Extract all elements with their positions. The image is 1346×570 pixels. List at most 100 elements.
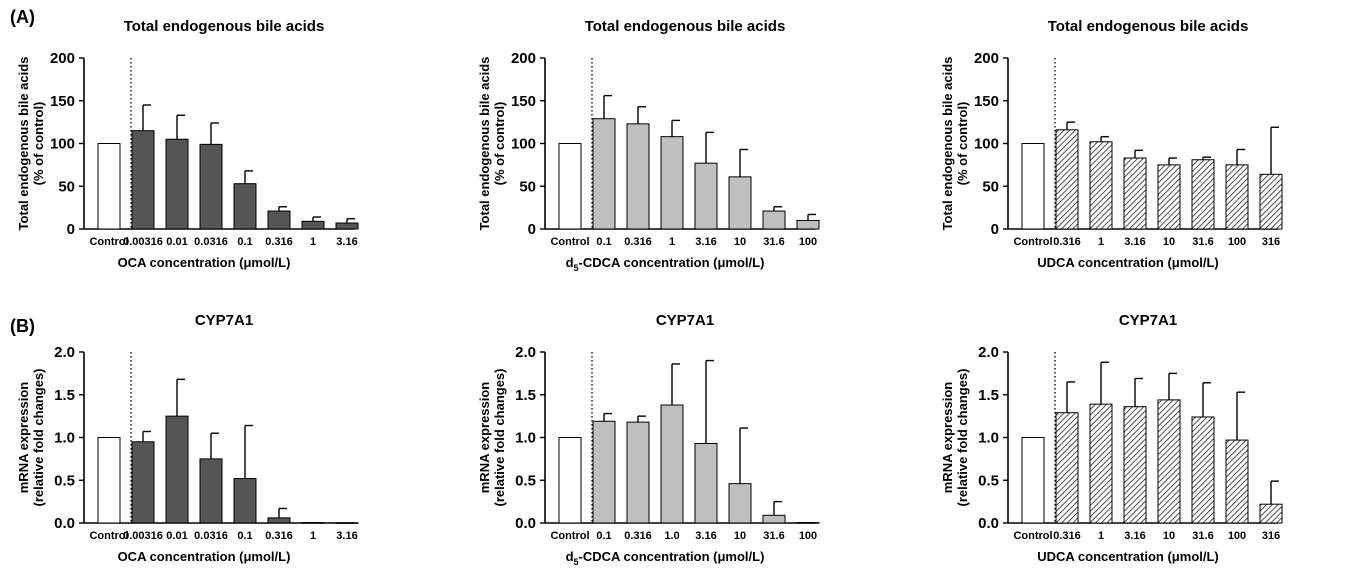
y-axis-label: mRNA expression(relative fold changes) xyxy=(16,369,46,507)
y-tick-label: 0 xyxy=(528,221,536,238)
chart-title: Total endogenous bile acids xyxy=(124,18,325,35)
y-axis-label: mRNA expression(relative fold changes) xyxy=(477,369,507,507)
y-tick-label: 0.0 xyxy=(978,515,999,532)
x-tick-label: 31.6 xyxy=(1192,236,1213,248)
x-tick-label: Control xyxy=(89,236,128,248)
bar xyxy=(1089,403,1113,524)
bar xyxy=(1089,141,1113,230)
y-tick-label: 150 xyxy=(974,93,999,110)
y-axis-label: Total endogenous bile acids(% of control… xyxy=(940,57,970,231)
x-tick-label: 3.16 xyxy=(1124,530,1145,542)
x-tick-label: 3.16 xyxy=(695,530,716,542)
x-tick-label: 1 xyxy=(1098,236,1104,248)
bar xyxy=(335,522,359,524)
x-tick-label: 3.16 xyxy=(1124,236,1145,248)
y-tick-label: 100 xyxy=(974,136,999,153)
bar xyxy=(1055,129,1079,230)
y-tick-label: 200 xyxy=(50,50,75,67)
bar-control xyxy=(97,437,121,524)
x-tick-label: Control xyxy=(550,236,589,248)
x-tick-label: 100 xyxy=(1228,530,1246,542)
chart-1: Total endogenous bile acids Total endogen… xyxy=(16,18,359,270)
bar xyxy=(199,143,223,230)
y-tick-label: 1.5 xyxy=(515,387,536,404)
y-tick-label: 0.0 xyxy=(54,515,75,532)
y-tick-label: 50 xyxy=(982,178,999,195)
x-tick-label: 316 xyxy=(1262,530,1280,542)
x-tick-label: 1 xyxy=(669,236,675,248)
y-tick-label: 150 xyxy=(511,93,536,110)
y-tick-label: 0 xyxy=(991,221,999,238)
bar-control xyxy=(558,143,582,230)
bar xyxy=(335,222,359,230)
x-tick-label: 100 xyxy=(799,236,817,248)
bar xyxy=(1157,164,1181,230)
x-tick-label: 0.01 xyxy=(166,530,187,542)
bar xyxy=(796,522,820,524)
x-tick-label: 100 xyxy=(1228,236,1246,248)
x-axis-label: d5-CDCA concentration (μmol/L) xyxy=(566,255,765,273)
chart-6: CYP7A1 mRNA expression(relative fold chan… xyxy=(940,312,1283,564)
bar xyxy=(1191,159,1215,230)
x-tick-label: 3.16 xyxy=(336,236,357,248)
chart-title: Total endogenous bile acids xyxy=(1048,18,1249,35)
bar xyxy=(267,210,291,230)
chart-title: CYP7A1 xyxy=(195,312,253,329)
bar xyxy=(1225,164,1249,230)
y-tick-label: 50 xyxy=(58,178,75,195)
x-tick-label: 0.0316 xyxy=(194,236,228,248)
chart-title: CYP7A1 xyxy=(656,312,714,329)
bar xyxy=(694,442,718,524)
bar xyxy=(233,478,257,524)
y-tick-label: 1.0 xyxy=(978,430,999,447)
x-tick-label: 10 xyxy=(734,236,746,248)
bar xyxy=(1191,416,1215,524)
y-tick-label: 0 xyxy=(67,221,75,238)
x-tick-label: 0.316 xyxy=(624,530,652,542)
x-tick-label: 10 xyxy=(734,530,746,542)
x-tick-label: 0.316 xyxy=(265,236,293,248)
chart-2: Total endogenous bile acids Total endogen… xyxy=(477,18,820,273)
bar xyxy=(131,441,155,524)
x-tick-label: 31.6 xyxy=(1192,530,1213,542)
y-tick-label: 0.0 xyxy=(515,515,536,532)
panel-label-b: (B) xyxy=(10,316,35,336)
y-tick-label: 1.5 xyxy=(54,387,75,404)
x-tick-label: 0.0316 xyxy=(194,530,228,542)
y-tick-label: 1.5 xyxy=(978,387,999,404)
x-tick-label: 0.316 xyxy=(1053,530,1081,542)
bar xyxy=(301,220,325,230)
x-tick-label: 10 xyxy=(1163,530,1175,542)
x-axis-label: OCA concentration (μmol/L) xyxy=(118,549,291,564)
bar xyxy=(660,404,684,524)
bar xyxy=(1123,406,1147,524)
y-tick-label: 0.5 xyxy=(54,472,75,489)
y-axis-label: Total endogenous bile acids(% of control… xyxy=(477,57,507,231)
bar xyxy=(728,483,752,524)
charts: Total endogenous bile acids Total endogen… xyxy=(16,18,1283,567)
bar xyxy=(165,138,189,230)
bar-control xyxy=(97,143,121,230)
x-tick-label: 31.6 xyxy=(763,236,784,248)
x-tick-label: 0.316 xyxy=(265,530,293,542)
bar xyxy=(165,415,189,524)
bar xyxy=(592,420,616,524)
x-axis-label: UDCA concentration (μmol/L) xyxy=(1037,549,1219,564)
x-tick-label: 0.316 xyxy=(1053,236,1081,248)
x-tick-label: Control xyxy=(89,530,128,542)
x-tick-label: 0.00316 xyxy=(123,236,163,248)
chart-title: CYP7A1 xyxy=(1119,312,1177,329)
x-tick-label: 3.16 xyxy=(695,236,716,248)
x-axis-label: UDCA concentration (μmol/L) xyxy=(1037,255,1219,270)
chart-title: Total endogenous bile acids xyxy=(585,18,786,35)
y-tick-label: 50 xyxy=(519,178,536,195)
bar xyxy=(762,210,786,230)
bar xyxy=(1157,399,1181,524)
x-tick-label: 100 xyxy=(799,530,817,542)
bar xyxy=(131,130,155,230)
chart-4: CYP7A1 mRNA expression(relative fold chan… xyxy=(16,312,359,564)
y-tick-label: 2.0 xyxy=(54,344,75,361)
x-tick-label: 1.0 xyxy=(664,530,679,542)
bar xyxy=(1225,439,1249,524)
